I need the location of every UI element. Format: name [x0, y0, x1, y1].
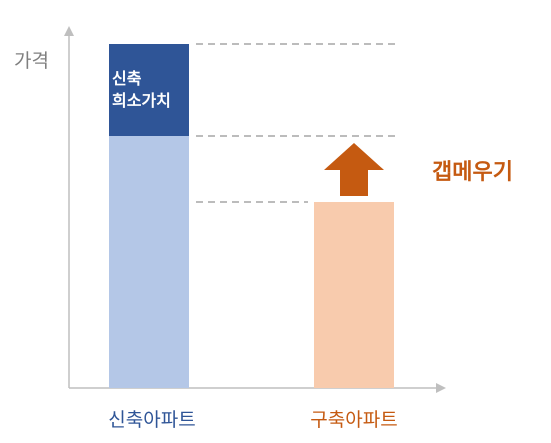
- premium-label-line1: 신축: [112, 69, 142, 88]
- category-label-old-apartment: 구축아파트: [310, 409, 398, 431]
- old-apartment-bar: [314, 202, 394, 388]
- new-apartment-base-bar: [109, 136, 189, 388]
- y-axis-arrowhead-icon: [64, 26, 74, 36]
- x-axis-arrowhead-icon: [436, 383, 446, 393]
- gap-up-arrow-icon: [324, 143, 384, 196]
- new-apartment-premium-segment: [109, 44, 189, 136]
- category-label-new-apartment: 신축아파트: [108, 409, 196, 431]
- gap-label: 갭메우기: [432, 160, 513, 185]
- premium-label-line2: 희소가치: [112, 91, 171, 110]
- y-axis-label: 가격: [14, 50, 49, 72]
